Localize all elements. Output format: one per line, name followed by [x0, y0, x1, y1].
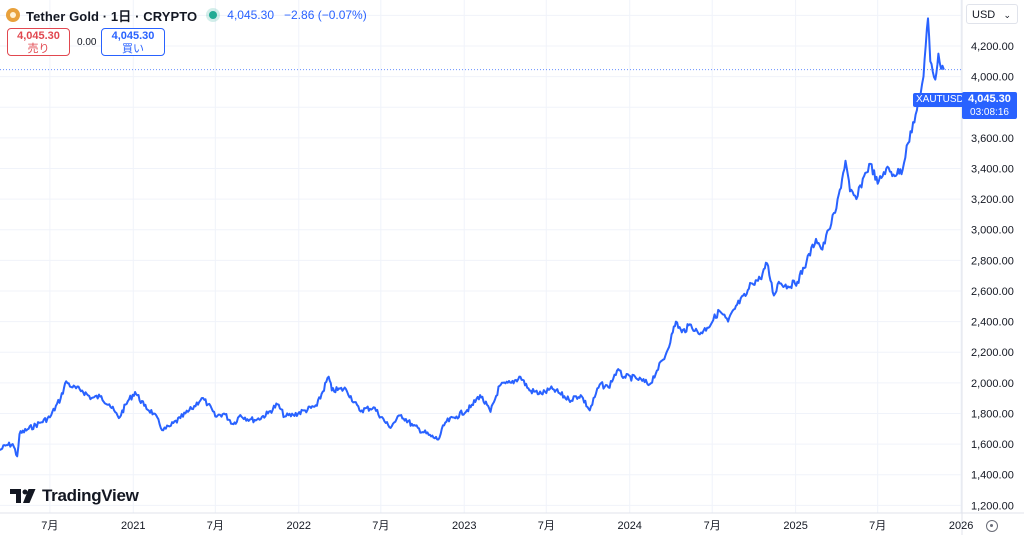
currency-label: USD — [972, 9, 996, 21]
x-tick-label: 7月 — [372, 520, 389, 532]
header-price: 4,045.30 — [227, 8, 274, 22]
last-price: 4,045.30 — [968, 93, 1011, 105]
tradingview-logo[interactable]: TradingView — [10, 486, 139, 506]
buy-label: 買い — [122, 43, 144, 55]
x-tick-label: 2026 — [949, 520, 973, 532]
symbol-header: Tether Gold · 1日 · CRYPTO 4,045.30 −2.86… — [6, 6, 367, 24]
buy-button[interactable]: 4,045.30 買い — [101, 28, 165, 56]
x-tick-label: 7月 — [538, 520, 555, 532]
y-tick-label: 1,200.00 — [971, 500, 1014, 512]
x-tick-label: 2024 — [617, 520, 641, 532]
y-tick-label: 4,200.00 — [971, 41, 1014, 53]
y-tick-label: 4,000.00 — [971, 72, 1014, 84]
last-price-tag: 4,045.30 03:08:16 — [962, 92, 1017, 119]
sell-price: 4,045.30 — [17, 30, 60, 42]
y-tick-label: 1,600.00 — [971, 439, 1014, 451]
y-tick-label: 2,800.00 — [971, 255, 1014, 267]
y-tick-label: 3,600.00 — [971, 133, 1014, 145]
bar-countdown: 03:08:16 — [970, 107, 1009, 118]
symbol-title[interactable]: Tether Gold · 1日 · CRYPTO — [26, 8, 198, 24]
x-tick-label: 7月 — [207, 520, 224, 532]
x-tick-label: 7月 — [869, 520, 886, 532]
tradingview-logo-icon — [10, 489, 36, 503]
sell-label: 売り — [27, 43, 50, 55]
y-tick-label: 2,600.00 — [971, 286, 1014, 298]
header-change: −2.86 (−0.07%) — [284, 8, 367, 22]
chevron-down-icon: ⌄ — [1003, 10, 1011, 20]
tradingview-wordmark: TradingView — [42, 486, 139, 505]
y-tick-label: 3,000.00 — [971, 225, 1014, 237]
x-tick-label: 2025 — [783, 520, 807, 532]
buy-price: 4,045.30 — [111, 30, 155, 42]
x-tick-label: 7月 — [704, 520, 721, 532]
x-tick-label: 2021 — [121, 520, 145, 532]
settings-icon[interactable] — [986, 520, 998, 532]
y-tick-label: 3,200.00 — [971, 194, 1014, 206]
price-series-line — [0, 17, 945, 458]
y-tick-label: 2,200.00 — [971, 347, 1014, 359]
x-tick-label: 2023 — [452, 520, 476, 532]
symbol-price-tag: XAUTUSD — [913, 93, 967, 107]
y-tick-label: 1,400.00 — [971, 470, 1014, 482]
x-tick-label: 2022 — [287, 520, 311, 532]
x-tick-label: 7月 — [41, 520, 58, 532]
y-tick-label: 3,400.00 — [971, 163, 1014, 175]
y-tick-label: 1,800.00 — [971, 408, 1014, 420]
tether-gold-logo-icon — [6, 8, 20, 22]
y-tick-label: 2,000.00 — [971, 378, 1014, 390]
sell-button[interactable]: 4,045.30 売り — [7, 28, 70, 56]
currency-select[interactable]: USD ⌄ — [966, 4, 1018, 24]
y-tick-label: 2,400.00 — [971, 317, 1014, 329]
spread-value: 0.00 — [77, 37, 97, 48]
market-status-icon[interactable] — [209, 11, 218, 19]
